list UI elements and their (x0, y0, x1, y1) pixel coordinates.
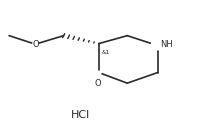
Text: O: O (95, 79, 101, 88)
Text: &1: &1 (101, 50, 110, 55)
Text: O: O (32, 40, 39, 49)
Text: methyl: methyl (0, 131, 1, 132)
Text: NH: NH (160, 40, 173, 49)
Text: HCl: HCl (71, 110, 90, 120)
